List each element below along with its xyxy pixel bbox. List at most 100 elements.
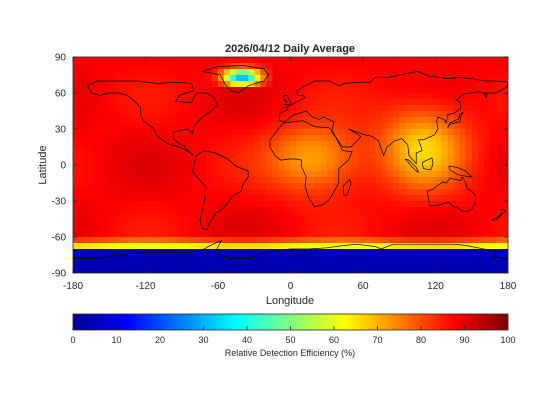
heatmap-cell xyxy=(157,171,165,178)
heatmap-cell xyxy=(115,219,122,226)
heatmap-cell xyxy=(121,129,128,136)
heatmap-cell xyxy=(121,159,128,166)
heatmap-cell xyxy=(308,93,316,100)
heatmap-cell xyxy=(369,105,376,112)
heatmap-cell xyxy=(483,135,491,142)
heatmap-cell xyxy=(465,153,473,160)
heatmap-cell xyxy=(230,261,237,268)
heatmap-cell xyxy=(429,237,436,244)
heatmap-cell xyxy=(181,171,189,178)
heatmap-cell xyxy=(181,213,189,220)
heatmap-cell xyxy=(453,201,461,208)
heatmap-cell xyxy=(248,69,255,76)
heatmap-cell xyxy=(79,207,86,214)
heatmap-cell xyxy=(302,81,310,88)
heatmap-cell xyxy=(163,237,171,244)
heatmap-cell xyxy=(169,111,177,118)
heatmap-cell xyxy=(453,237,461,244)
heatmap-cell xyxy=(175,255,183,262)
heatmap-cell xyxy=(369,135,376,142)
heatmap-cell xyxy=(260,165,267,172)
heatmap-cell xyxy=(465,117,473,124)
heatmap-cell xyxy=(326,81,334,88)
heatmap-cell xyxy=(91,225,98,232)
heatmap-cell xyxy=(91,213,98,220)
heatmap-cell xyxy=(272,189,279,196)
heatmap-cell xyxy=(332,213,340,220)
heatmap-cell xyxy=(169,237,177,244)
heatmap-cell xyxy=(260,69,267,76)
heatmap-cell xyxy=(218,183,225,190)
heatmap-cell xyxy=(302,267,310,273)
heatmap-cell xyxy=(175,129,183,136)
heatmap-cell xyxy=(199,57,207,64)
heatmap-cell xyxy=(284,69,291,76)
heatmap-cell xyxy=(296,225,303,232)
heatmap-cell xyxy=(483,69,491,76)
heatmap-cell xyxy=(91,141,98,148)
heatmap-cell xyxy=(405,261,412,268)
heatmap-cell xyxy=(109,57,116,64)
heatmap-cell xyxy=(133,141,140,148)
heatmap-cell xyxy=(187,267,195,273)
heatmap-cell xyxy=(248,99,255,106)
heatmap-cell xyxy=(127,267,134,273)
heatmap-cell xyxy=(356,171,364,178)
heatmap-cell xyxy=(260,75,267,82)
heatmap-cell xyxy=(175,81,183,88)
heatmap-cell xyxy=(501,111,508,118)
heatmap-cell xyxy=(121,75,128,82)
heatmap-cell xyxy=(453,99,461,106)
heatmap-cell xyxy=(103,165,110,172)
heatmap-cell xyxy=(314,231,322,238)
heatmap-cell xyxy=(447,123,455,130)
heatmap-cell xyxy=(109,129,116,136)
heatmap-cell xyxy=(453,93,461,100)
heatmap-cell xyxy=(181,243,189,250)
heatmap-cell xyxy=(121,87,128,94)
heatmap-cell xyxy=(363,87,370,94)
heatmap-cell xyxy=(103,81,110,88)
heatmap-cell xyxy=(453,147,461,154)
heatmap-cell xyxy=(169,195,177,202)
africa-coast xyxy=(269,120,353,208)
heatmap-cell xyxy=(236,75,243,82)
heatmap-cell xyxy=(97,153,104,160)
heatmap-cell xyxy=(97,249,104,256)
heatmap-cell xyxy=(109,165,116,172)
heatmap-cell xyxy=(224,219,231,226)
heatmap-cell xyxy=(393,75,400,82)
heatmap-cell xyxy=(248,237,255,244)
heatmap-cell xyxy=(308,255,316,262)
heatmap-cell xyxy=(230,255,237,262)
x-tick-label: 180 xyxy=(500,281,517,292)
heatmap-cell xyxy=(145,159,152,166)
heatmap-cell xyxy=(290,105,297,112)
heatmap-cell xyxy=(296,261,303,268)
heatmap-cell xyxy=(344,117,352,124)
heatmap-cell xyxy=(369,165,376,172)
coastlines xyxy=(73,65,508,259)
heatmap-cell xyxy=(109,171,116,178)
heatmap-cell xyxy=(435,75,442,82)
heatmap-cell xyxy=(272,57,279,64)
heatmap-cell xyxy=(429,141,436,148)
heatmap-cell xyxy=(205,201,213,208)
heatmap-cell xyxy=(459,213,467,220)
heatmap-cell xyxy=(477,237,485,244)
heatmap-cell xyxy=(290,249,297,256)
heatmap-cell xyxy=(381,249,388,256)
heatmap-cell xyxy=(266,63,273,70)
heatmap-cell xyxy=(133,255,140,262)
heatmap-cell xyxy=(224,195,231,202)
heatmap-cell xyxy=(344,159,352,166)
heatmap-cell xyxy=(139,195,146,202)
heatmap-cell xyxy=(332,243,340,250)
heatmap-cell xyxy=(248,195,255,202)
heatmap-cell xyxy=(423,141,430,148)
heatmap-cell xyxy=(350,87,358,94)
heatmap-cell xyxy=(344,153,352,160)
heatmap-cell xyxy=(254,93,261,100)
heatmap-cell xyxy=(85,123,92,130)
heatmap-cell xyxy=(495,219,503,226)
